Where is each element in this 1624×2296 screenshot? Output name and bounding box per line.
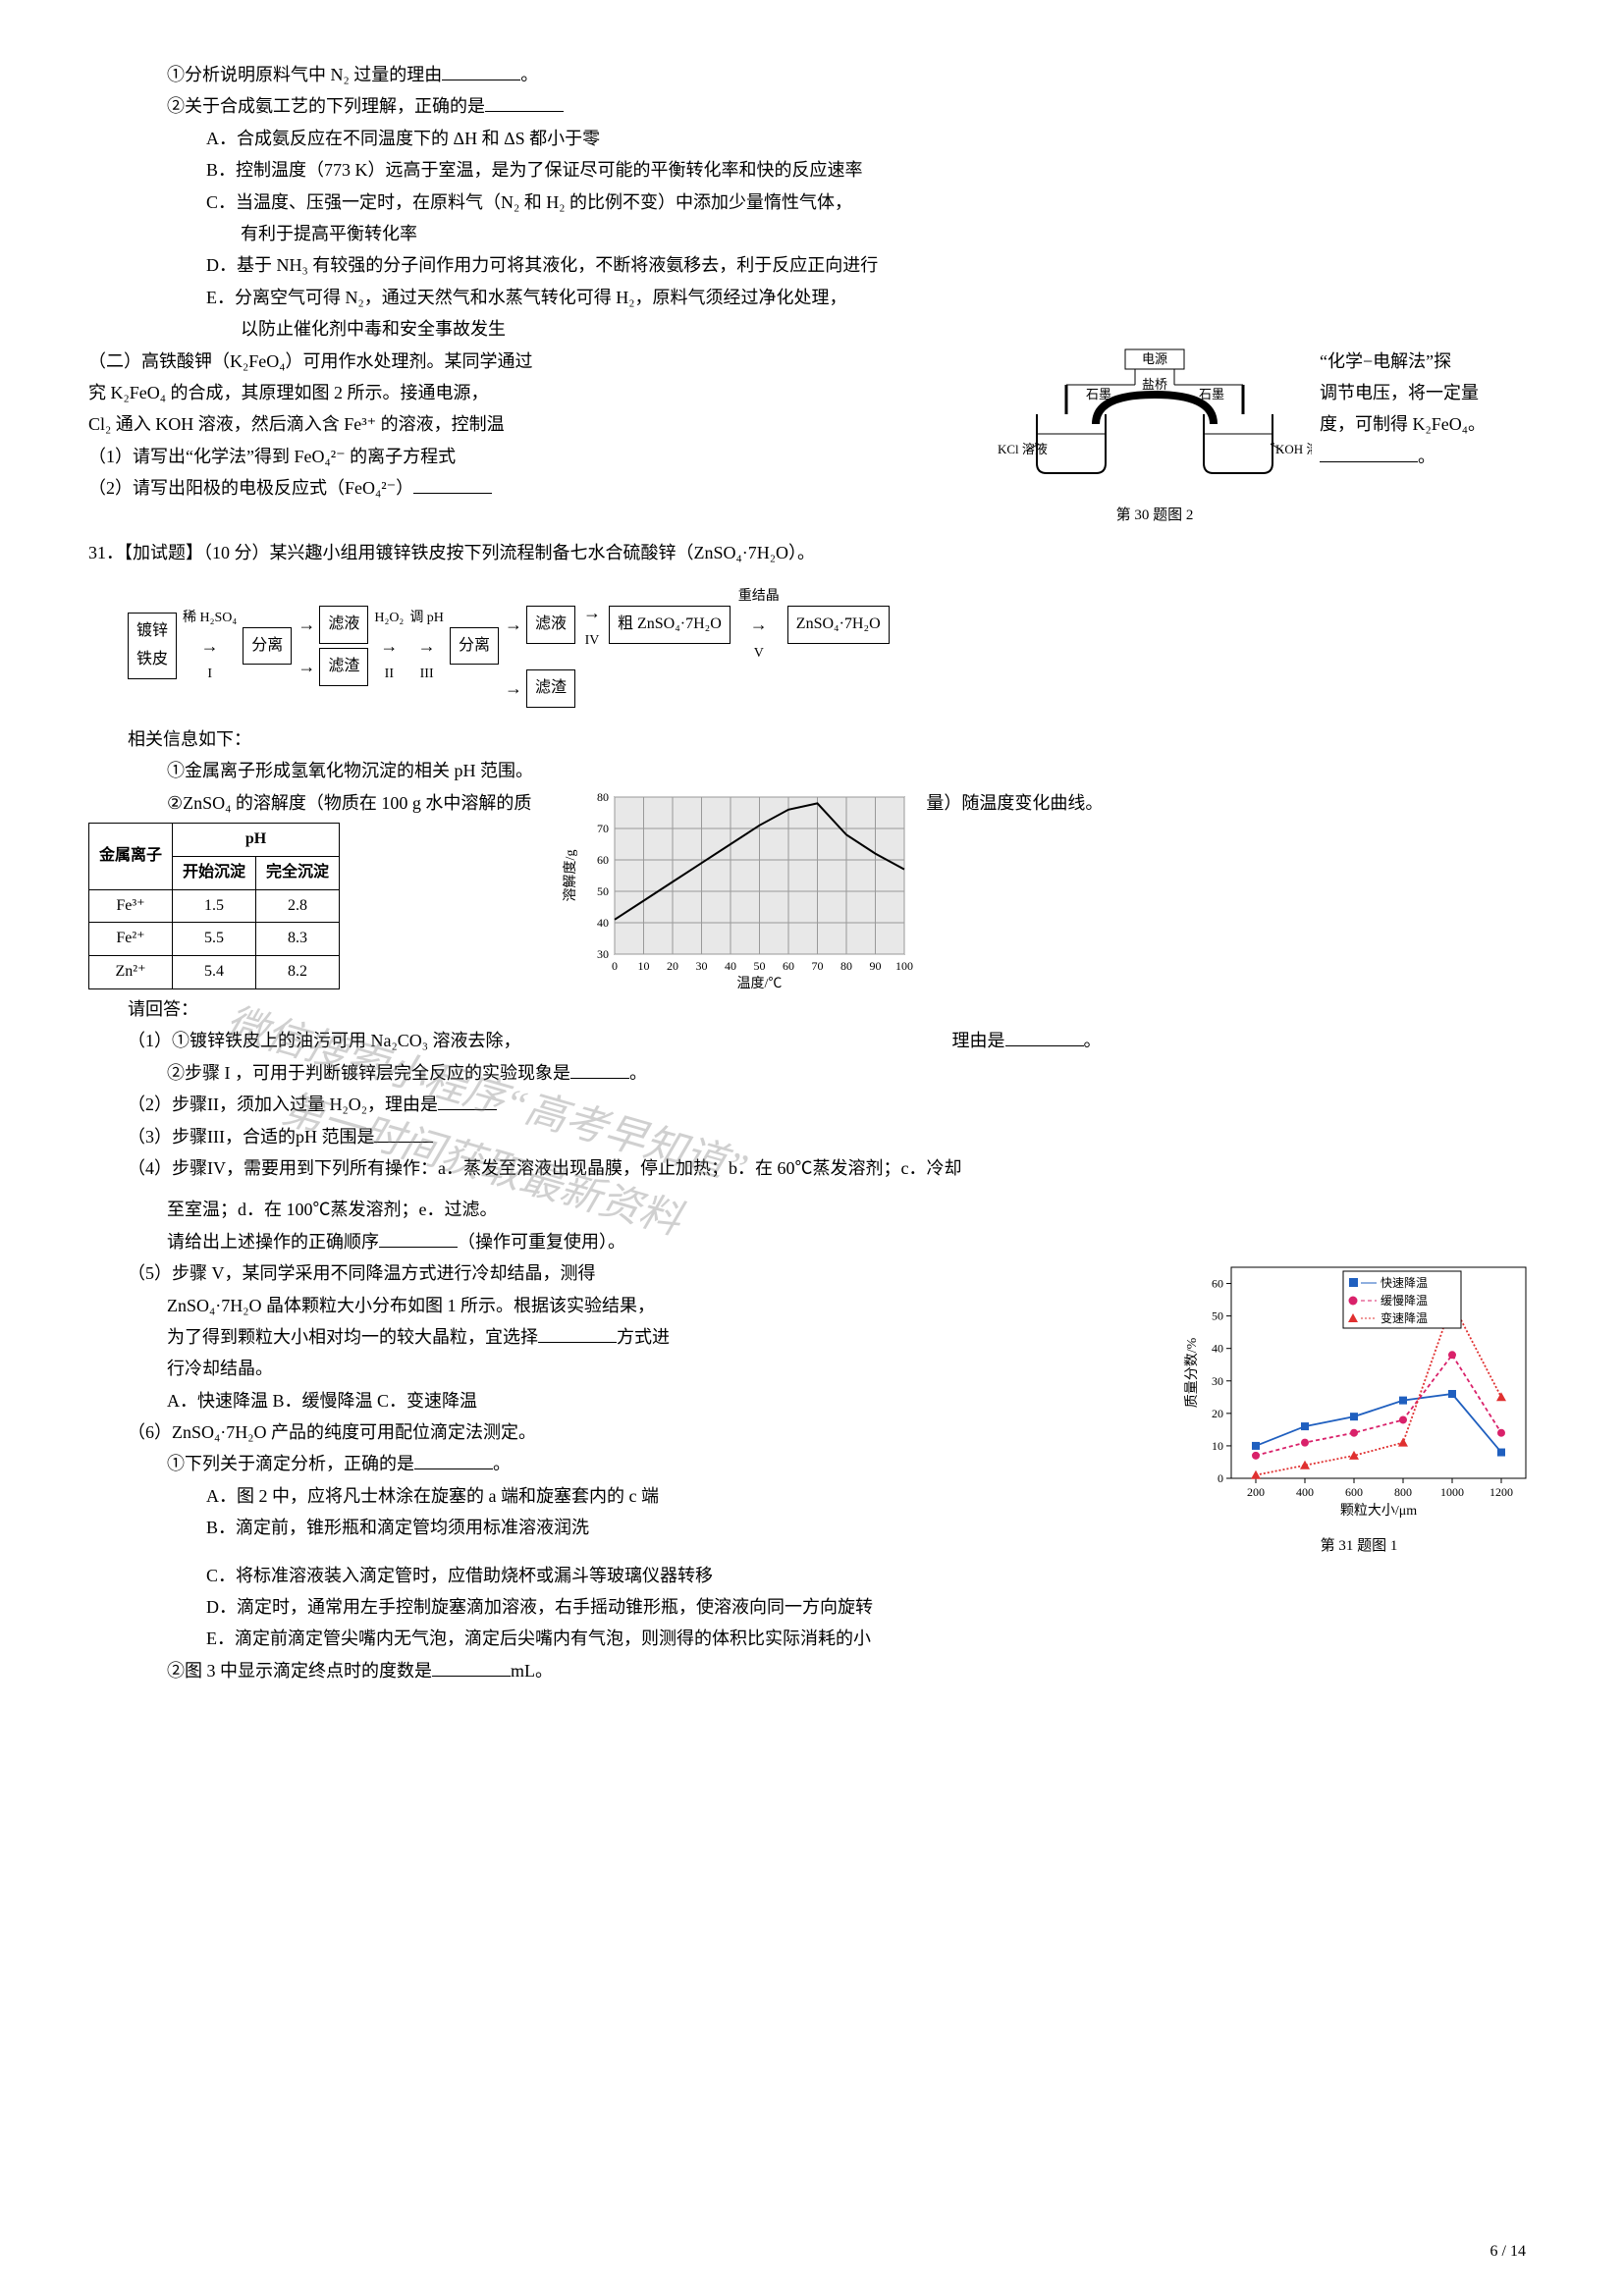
svg-text:变速降温: 变速降温 [1380,1310,1428,1325]
svg-text:600: 600 [1345,1485,1363,1499]
svg-text:60: 60 [597,853,609,867]
q30-optC2: 有利于提高平衡转化率 [88,218,1536,249]
particle-chart: 200 400 600 800 1000 1200 0 10 20 30 40 50 60 快速降温缓慢降… [1182,1257,1536,1522]
svg-text:石墨: 石墨 [1199,387,1224,401]
q31-flowchart: 镀锌 铁皮 稀 H₂SO₄ → I 分离 →滤液 →滤渣 H₂O₂ → II 调… [128,584,1536,708]
q30-p2-c: Cl₂ 通入 KOH 溶液，然后滴入含 Fe³⁺ 的溶液，控制温 [88,408,982,440]
svg-text:90: 90 [870,959,882,973]
svg-text:100: 100 [895,959,913,973]
svg-text:温度/℃: 温度/℃ [737,976,783,991]
svg-text:80: 80 [840,959,852,973]
q30-item2: ②关于合成氨工艺的下列理解，正确的是 [88,90,1536,122]
svg-text:质量分数/%: 质量分数/% [1184,1338,1200,1409]
svg-text:30: 30 [597,947,609,961]
q31-s1b: ②步骤 I ，可用于判断镀锌层完全反应的实验现象是。 [88,1057,1536,1089]
q31-head: 31．【加试题】（10 分）某兴趣小组用镀锌铁皮按下列流程制备七水合硫酸锌（Zn… [88,537,1536,568]
svg-text:30: 30 [1212,1374,1223,1388]
svg-text:10: 10 [638,959,650,973]
q30-optB: B．控制温度（773 K）远高于室温，是为了保证尽可能的平衡转化率和快的反应速率 [88,154,1536,186]
text: ①分析说明原料气中 N₂ 过量的理由 [167,65,442,84]
q30-sub1: （1）请写出“化学法”得到 FeO₄²⁻ 的离子方程式 [88,441,982,472]
svg-text:40: 40 [725,959,736,973]
svg-text:KCl 溶液: KCl 溶液 [998,442,1048,456]
svg-text:颗粒大小/μm: 颗粒大小/μm [1340,1503,1417,1519]
solubility-chart: 0 10 20 30 40 50 60 70 80 90 100 30 40 50 60 70 80 温度/℃ 溶解… [561,787,914,993]
q31-s2: （2）步骤II，须加入过量 H₂O₂，理由是 [88,1089,1536,1120]
svg-text:盐桥: 盐桥 [1142,377,1167,392]
q30-figure2: 电源 石墨 石墨 盐桥 KCl 溶液 KOH 溶液 [998,346,1312,493]
svg-text:0: 0 [1218,1471,1223,1485]
q30-optE2: 以防止催化剂中毒和安全事故发生 [88,313,1536,345]
svg-text:800: 800 [1394,1485,1412,1499]
svg-text:40: 40 [597,916,609,930]
svg-text:40: 40 [1212,1342,1223,1356]
svg-text:20: 20 [667,959,678,973]
page-number: 6 / 14 [1490,2238,1526,2267]
svg-text:KOH 溶液: KOH 溶液 [1275,442,1312,456]
q30-p2-b: 究 K₂FeO₄ 的合成，其原理如图 2 所示。接通电源， [88,377,982,408]
svg-text:50: 50 [754,959,766,973]
q30-item1: ①分析说明原料气中 N₂ 过量的理由。 [88,59,1536,90]
svg-text:溶解度/g: 溶解度/g [563,849,578,901]
svg-text:50: 50 [597,884,609,898]
q30-optA: A．合成氨反应在不同温度下的 ΔH 和 ΔS 都小于零 [88,123,1536,154]
q30-optE: E．分离空气可得 N₂，通过天然气和水蒸气转化可得 H₂，原料气须经过净化处理， [88,282,1536,313]
q31-s3: （3）步骤III，合适的pH 范围是 [88,1121,1536,1152]
table-row: Fe³⁺1.52.8 [89,889,340,923]
q31-s1a: （1）①镀锌铁皮上的油污可用 Na₂CO₃ 溶液去除， 理由是。 [88,1025,1536,1056]
svg-text:70: 70 [597,822,609,835]
q30-optD: D．基于 NH₃ 有较强的分子间作用力可将其液化，不断将液氨移去，利于反应正向进… [88,249,1536,281]
svg-text:400: 400 [1296,1485,1314,1499]
svg-text:200: 200 [1247,1485,1265,1499]
svg-text:10: 10 [1212,1439,1223,1453]
svg-text:快速降温: 快速降温 [1380,1276,1428,1290]
q31-s4c: 请给出上述操作的正确顺序（操作可重复使用）。 [88,1226,1536,1257]
svg-text:缓慢降温: 缓慢降温 [1380,1294,1428,1308]
svg-text:60: 60 [1212,1277,1223,1291]
q30-part2-row: （二）高铁酸钾（K₂FeO₄）可用作水处理剂。某同学通过 究 K₂FeO₄ 的合… [88,346,1536,529]
table-row: Zn²⁺5.48.2 [89,956,340,989]
q31-s4a: （4）步骤IV，需要用到下列所有操作：a．蒸发至溶液出现晶膜，停止加热；b．在 … [88,1152,1536,1184]
power-label: 电源 [1142,351,1167,366]
svg-text:1200: 1200 [1489,1485,1513,1499]
table-row: Fe²⁺5.58.3 [89,923,340,956]
svg-text:80: 80 [597,790,609,804]
ph-table: 金属离子pH 开始沉淀完全沉淀 Fe³⁺1.52.8 Fe²⁺5.58.3 Zn… [88,823,340,989]
q30-sub2: （2）请写出阳极的电极反应式（FeO₄²⁻） [88,472,982,504]
svg-text:20: 20 [1212,1407,1223,1420]
q30-fig2-caption: 第 30 题图 2 [998,503,1312,529]
q30-optC: C．当温度、压强一定时，在原料气（N₂ 和 H₂ 的比例不变）中添加少量惰性气体… [88,187,1536,218]
svg-text:70: 70 [812,959,824,973]
q30-p2-a: （二）高铁酸钾（K₂FeO₄）可用作水处理剂。某同学通过 [88,346,982,377]
svg-text:50: 50 [1212,1309,1223,1323]
q31-info-head: 相关信息如下： [88,723,1536,755]
svg-text:0: 0 [612,959,618,973]
q31-info1: ①金属离子形成氢氧化物沉淀的相关 pH 范围。 [88,755,1536,786]
q31-s4b: 至室温；d．在 100℃蒸发溶剂；e．过滤。 [88,1194,1536,1225]
svg-text:30: 30 [696,959,708,973]
svg-text:60: 60 [783,959,794,973]
svg-text:1000: 1000 [1440,1485,1464,1499]
